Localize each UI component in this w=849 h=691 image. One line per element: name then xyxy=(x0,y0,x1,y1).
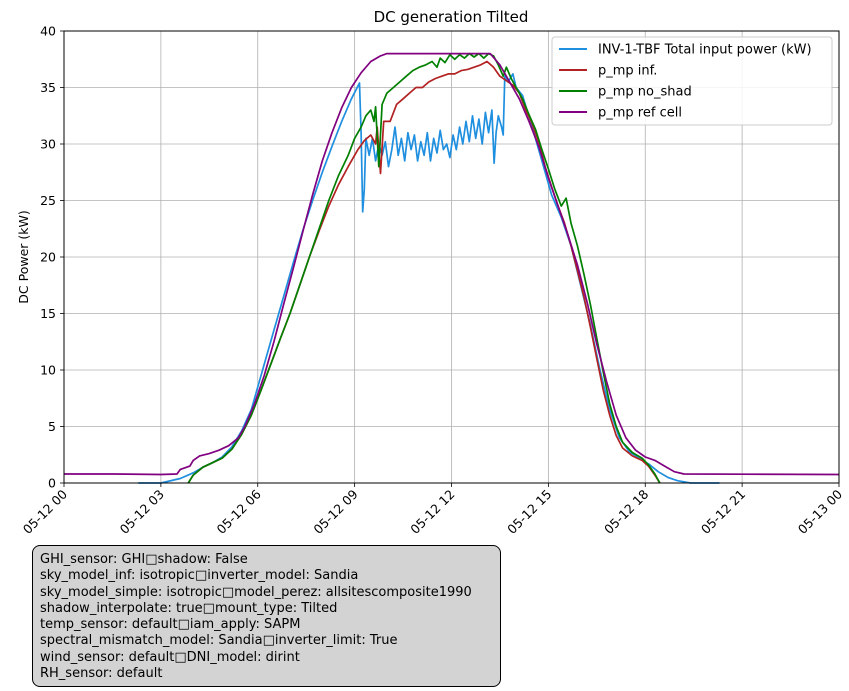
x-tick-label: 05-12 15 xyxy=(504,487,554,537)
series-line-1 xyxy=(138,73,720,484)
legend-label: INV-1-TBF Total input power (kW) xyxy=(598,43,812,58)
x-tick-label: 05-12 06 xyxy=(214,486,264,536)
y-tick-label: 10 xyxy=(40,363,56,378)
y-axis-ticks: 0 5 10 15 20 25 30 35 40 xyxy=(40,24,64,491)
info-line: temp_sensor: default□iam_apply: SAPM xyxy=(40,617,301,633)
series-line-3 xyxy=(187,52,661,484)
series-line-4 xyxy=(64,52,840,476)
x-tick-label: 05-13 00 xyxy=(795,486,845,536)
info-line: sky_model_simple: isotropic□model_perez:… xyxy=(40,584,472,600)
y-tick-label: 30 xyxy=(40,137,56,152)
x-tick-label: 05-12 03 xyxy=(117,487,167,537)
x-axis-ticks: 05-12 00 05-12 03 05-12 06 05-12 09 05-12 12… xyxy=(20,483,845,537)
info-line: RH_sensor: default xyxy=(40,666,163,682)
info-line: sky_model_inf: isotropic□inverter_model:… xyxy=(40,568,359,584)
legend-label: p_mp ref cell xyxy=(598,106,682,121)
y-tick-label: 35 xyxy=(40,80,56,95)
x-tick-label: 05-12 12 xyxy=(407,487,457,537)
series-lines xyxy=(64,52,840,484)
y-tick-label: 5 xyxy=(48,419,56,434)
info-line: wind_sensor: default□DNI_model: dirint xyxy=(40,649,300,665)
y-tick-label: 15 xyxy=(40,306,56,321)
y-tick-label: 0 xyxy=(48,476,56,491)
x-tick-label: 05-12 09 xyxy=(310,486,360,536)
y-tick-label: 20 xyxy=(40,250,56,265)
legend-label: p_mp no_shad xyxy=(598,85,692,100)
dc-generation-chart: DC generation Tilted DC Power (kW) 05-12… xyxy=(16,8,845,537)
info-line: spectral_mismatch_model: Sandia□inverter… xyxy=(40,633,398,649)
info-line: GHI_sensor: GHI□shadow: False xyxy=(40,552,248,567)
y-axis-label: DC Power (kW) xyxy=(16,210,31,303)
x-tick-label: 05-12 18 xyxy=(601,486,651,536)
chart-title: DC generation Tilted xyxy=(374,8,529,26)
y-tick-label: 25 xyxy=(40,193,56,208)
legend: INV-1-TBF Total input power (kW) p_mp inf… xyxy=(551,36,833,126)
x-tick-label: 05-12 00 xyxy=(20,486,70,536)
legend-label: p_mp inf. xyxy=(598,64,657,79)
legend-box xyxy=(551,36,833,126)
info-line: shadow_interpolate: true□mount_type: Til… xyxy=(40,600,338,616)
x-tick-label: 05-12 21 xyxy=(698,487,748,537)
y-tick-label: 40 xyxy=(40,24,56,39)
parameter-info-box: GHI_sensor: GHI□shadow: False sky_model_i… xyxy=(32,545,501,687)
